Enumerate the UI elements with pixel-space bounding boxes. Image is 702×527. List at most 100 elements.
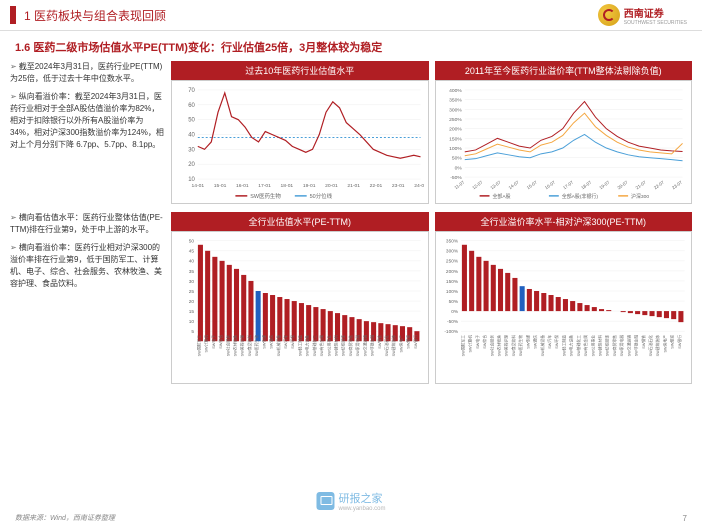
svg-text:25: 25 [189,289,195,295]
watermark-icon [316,492,334,510]
svg-text:SW家用电器: SW家用电器 [355,335,360,357]
chart-industry-premium: 全行业溢价率水平-相对沪深300(PE-TTM) -100%-50%0%50%1… [435,212,693,384]
svg-text:SW商贸零售: SW商贸零售 [611,335,616,357]
svg-text:12-07: 12-07 [471,179,484,190]
svg-text:SW银行: SW银行 [676,335,681,349]
svg-text:10: 10 [189,319,195,325]
svg-text:SW交通运输: SW交通运输 [362,335,367,357]
paragraph-4: 横向看溢价率：医药行业相对沪深300的溢价率排在行业第9，低于国防军工、计算机、… [10,243,162,288]
svg-text:20: 20 [189,299,195,305]
svg-text:SW通信: SW通信 [269,335,274,349]
svg-text:SW有色金属: SW有色金属 [319,335,324,357]
header: 1 医药板块与组合表现回顾 [0,0,702,31]
chart1-svg: 1020304050607014-0115-0116-0117-0118-011… [176,85,424,199]
svg-text:35: 35 [189,269,195,275]
svg-text:20-01: 20-01 [325,183,338,189]
svg-text:SW建筑装饰: SW建筑装饰 [391,335,396,357]
svg-text:18-01: 18-01 [281,183,294,189]
watermark: 研报之家 www.yanbao.com [316,490,385,512]
svg-text:SW国防军工: SW国防军工 [196,335,201,357]
svg-text:22-01: 22-01 [370,183,383,189]
svg-text:300%: 300% [449,107,462,113]
svg-text:-100%: -100% [444,329,459,335]
svg-text:SW综合: SW综合 [218,335,223,349]
svg-text:SW轻工制造: SW轻工制造 [297,335,302,357]
svg-text:19-01: 19-01 [303,183,316,189]
svg-text:SW非银金融: SW非银金融 [633,335,638,357]
brand-logo: 西南证券 SOUTHWEST SECURITIES [598,4,687,26]
svg-text:350%: 350% [445,239,458,245]
svg-text:14-01: 14-01 [191,183,204,189]
svg-text:100%: 100% [449,146,462,152]
svg-text:50: 50 [188,118,195,124]
svg-text:0%: 0% [451,309,459,315]
svg-text:SW电力设备: SW电力设备 [568,335,573,357]
svg-text:SW基础化工: SW基础化工 [575,335,580,357]
svg-text:13-07: 13-07 [489,179,502,190]
svg-text:20: 20 [188,162,195,168]
svg-text:SW公用事业: SW公用事业 [326,335,331,357]
brand-sub: SOUTHWEST SECURITIES [624,20,687,26]
svg-text:23-01: 23-01 [392,183,405,189]
chevron-icon: ➢ [10,92,17,101]
svg-text:SW食品饮料: SW食品饮料 [247,335,252,357]
svg-text:SW传媒: SW传媒 [525,335,530,349]
svg-text:SW环保: SW环保 [554,335,559,349]
svg-text:-50%: -50% [446,319,458,325]
svg-text:SW银行: SW银行 [413,335,418,349]
svg-text:SW纺织服饰: SW纺织服饰 [341,335,346,357]
svg-text:SW石油石化: SW石油石化 [384,335,389,357]
data-source: 数据来源：Wind，西南证券整理 [15,513,115,523]
svg-text:SW有色金属: SW有色金属 [583,335,588,357]
svg-text:SW医药生物: SW医药生物 [518,335,523,357]
svg-text:300%: 300% [445,249,458,255]
svg-text:50%: 50% [448,299,458,305]
svg-text:16-01: 16-01 [236,183,249,189]
paragraph-3: 横向看估值水平：医药行业整体估值(PE-TTM)排在行业第9，处于中上游的水平。 [10,213,163,234]
chart2-svg: -50%0%50%100%150%200%250%300%350%400%11-… [440,85,688,199]
svg-text:SW综合: SW综合 [482,335,487,349]
chart3-title: 全行业估值水平(PE-TTM) [171,212,429,231]
chevron-icon: ➢ [10,62,17,71]
svg-text:SW房地产: SW房地产 [398,335,403,353]
svg-text:23-07: 23-07 [670,179,683,190]
svg-text:18-07: 18-07 [580,179,593,190]
svg-text:SW医药生物: SW医药生物 [254,335,259,357]
svg-text:200%: 200% [445,269,458,275]
svg-text:SW社会服务: SW社会服务 [489,335,494,357]
svg-text:SW通信: SW通信 [532,335,537,349]
svg-text:40: 40 [188,132,195,138]
svg-text:50分位线: 50分位线 [310,192,333,199]
header-accent-bar [10,6,16,24]
chart2-title: 2011年至今医药行业溢价率(TTM整体法剔除负值) [435,61,693,80]
svg-text:0%: 0% [454,165,462,171]
svg-text:SW食品饮料: SW食品饮料 [510,335,515,357]
svg-text:SW机械设备: SW机械设备 [276,335,281,357]
svg-text:200%: 200% [449,127,462,133]
page-number: 7 [683,514,687,523]
svg-text:22-07: 22-07 [652,179,665,190]
paragraph-1: 截至2024年3月31日，医药行业PE(TTM)为25倍，低于过去十年中位数水平… [10,62,162,83]
watermark-url: www.yanbao.com [338,506,385,512]
svg-text:SW纺织服饰: SW纺织服饰 [604,335,609,357]
svg-text:SW交通运输: SW交通运输 [626,335,631,357]
svg-text:SW建筑材料: SW建筑材料 [597,335,602,357]
svg-text:SW建筑材料: SW建筑材料 [334,335,339,357]
svg-text:SW美容护理: SW美容护理 [503,335,508,357]
svg-text:SW石油石化: SW石油石化 [648,335,653,357]
svg-text:150%: 150% [445,279,458,285]
svg-text:17-01: 17-01 [258,183,271,189]
svg-text:400%: 400% [449,88,462,94]
svg-text:60: 60 [188,103,195,109]
chart3-svg: 5101520253035404550SW国防军工SW计算机SW电子SW综合SW… [176,236,424,379]
svg-text:24-01: 24-01 [414,183,423,189]
svg-text:SW公用事业: SW公用事业 [590,335,595,357]
svg-text:SW钢铁: SW钢铁 [377,335,382,349]
svg-text:SW机械设备: SW机械设备 [539,335,544,357]
svg-text:SW计算机: SW计算机 [467,335,472,353]
svg-text:50%: 50% [451,156,461,162]
svg-text:250%: 250% [449,117,462,123]
svg-text:SW农林牧渔: SW农林牧渔 [233,335,238,357]
chart-premium-history: 2011年至今医药行业溢价率(TTM整体法剔除负值) -50%0%50%100%… [435,61,693,204]
svg-text:SW轻工制造: SW轻工制造 [561,335,566,357]
